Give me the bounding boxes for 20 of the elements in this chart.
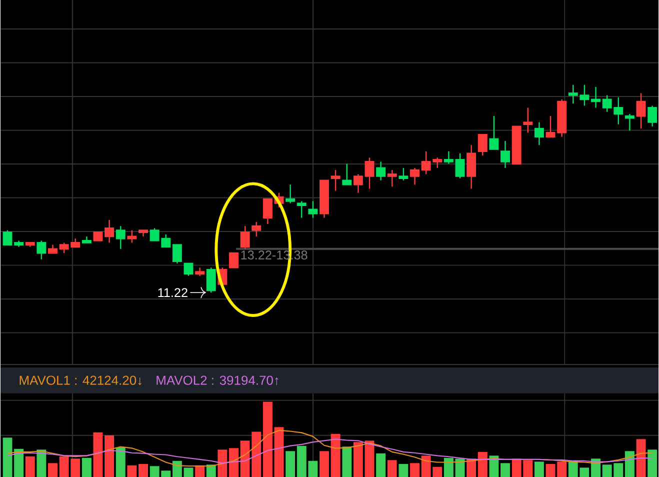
candlestick: [14, 240, 24, 248]
candlestick: [466, 144, 476, 190]
candlestick: [648, 104, 658, 127]
candlestick: [624, 113, 634, 132]
candlestick: [195, 266, 205, 276]
text: MAVOL1 : 42124.20↓: [20, 376, 142, 386]
candlestick: [286, 184, 296, 204]
candlestick: [444, 150, 454, 164]
bar: [376, 453, 386, 477]
candlestick: [500, 140, 510, 168]
candlestick: [104, 219, 114, 244]
candlestick: [591, 86, 600, 108]
bar: [546, 464, 556, 477]
candlestick: [410, 167, 420, 186]
candlestick: [353, 173, 363, 194]
candlestick: [534, 122, 544, 146]
candlestick: [376, 160, 386, 181]
candlestick: [557, 98, 567, 138]
annotation: 11.22: [158, 288, 188, 297]
text: MAVOL2 : 39194.70↑: [156, 376, 278, 386]
